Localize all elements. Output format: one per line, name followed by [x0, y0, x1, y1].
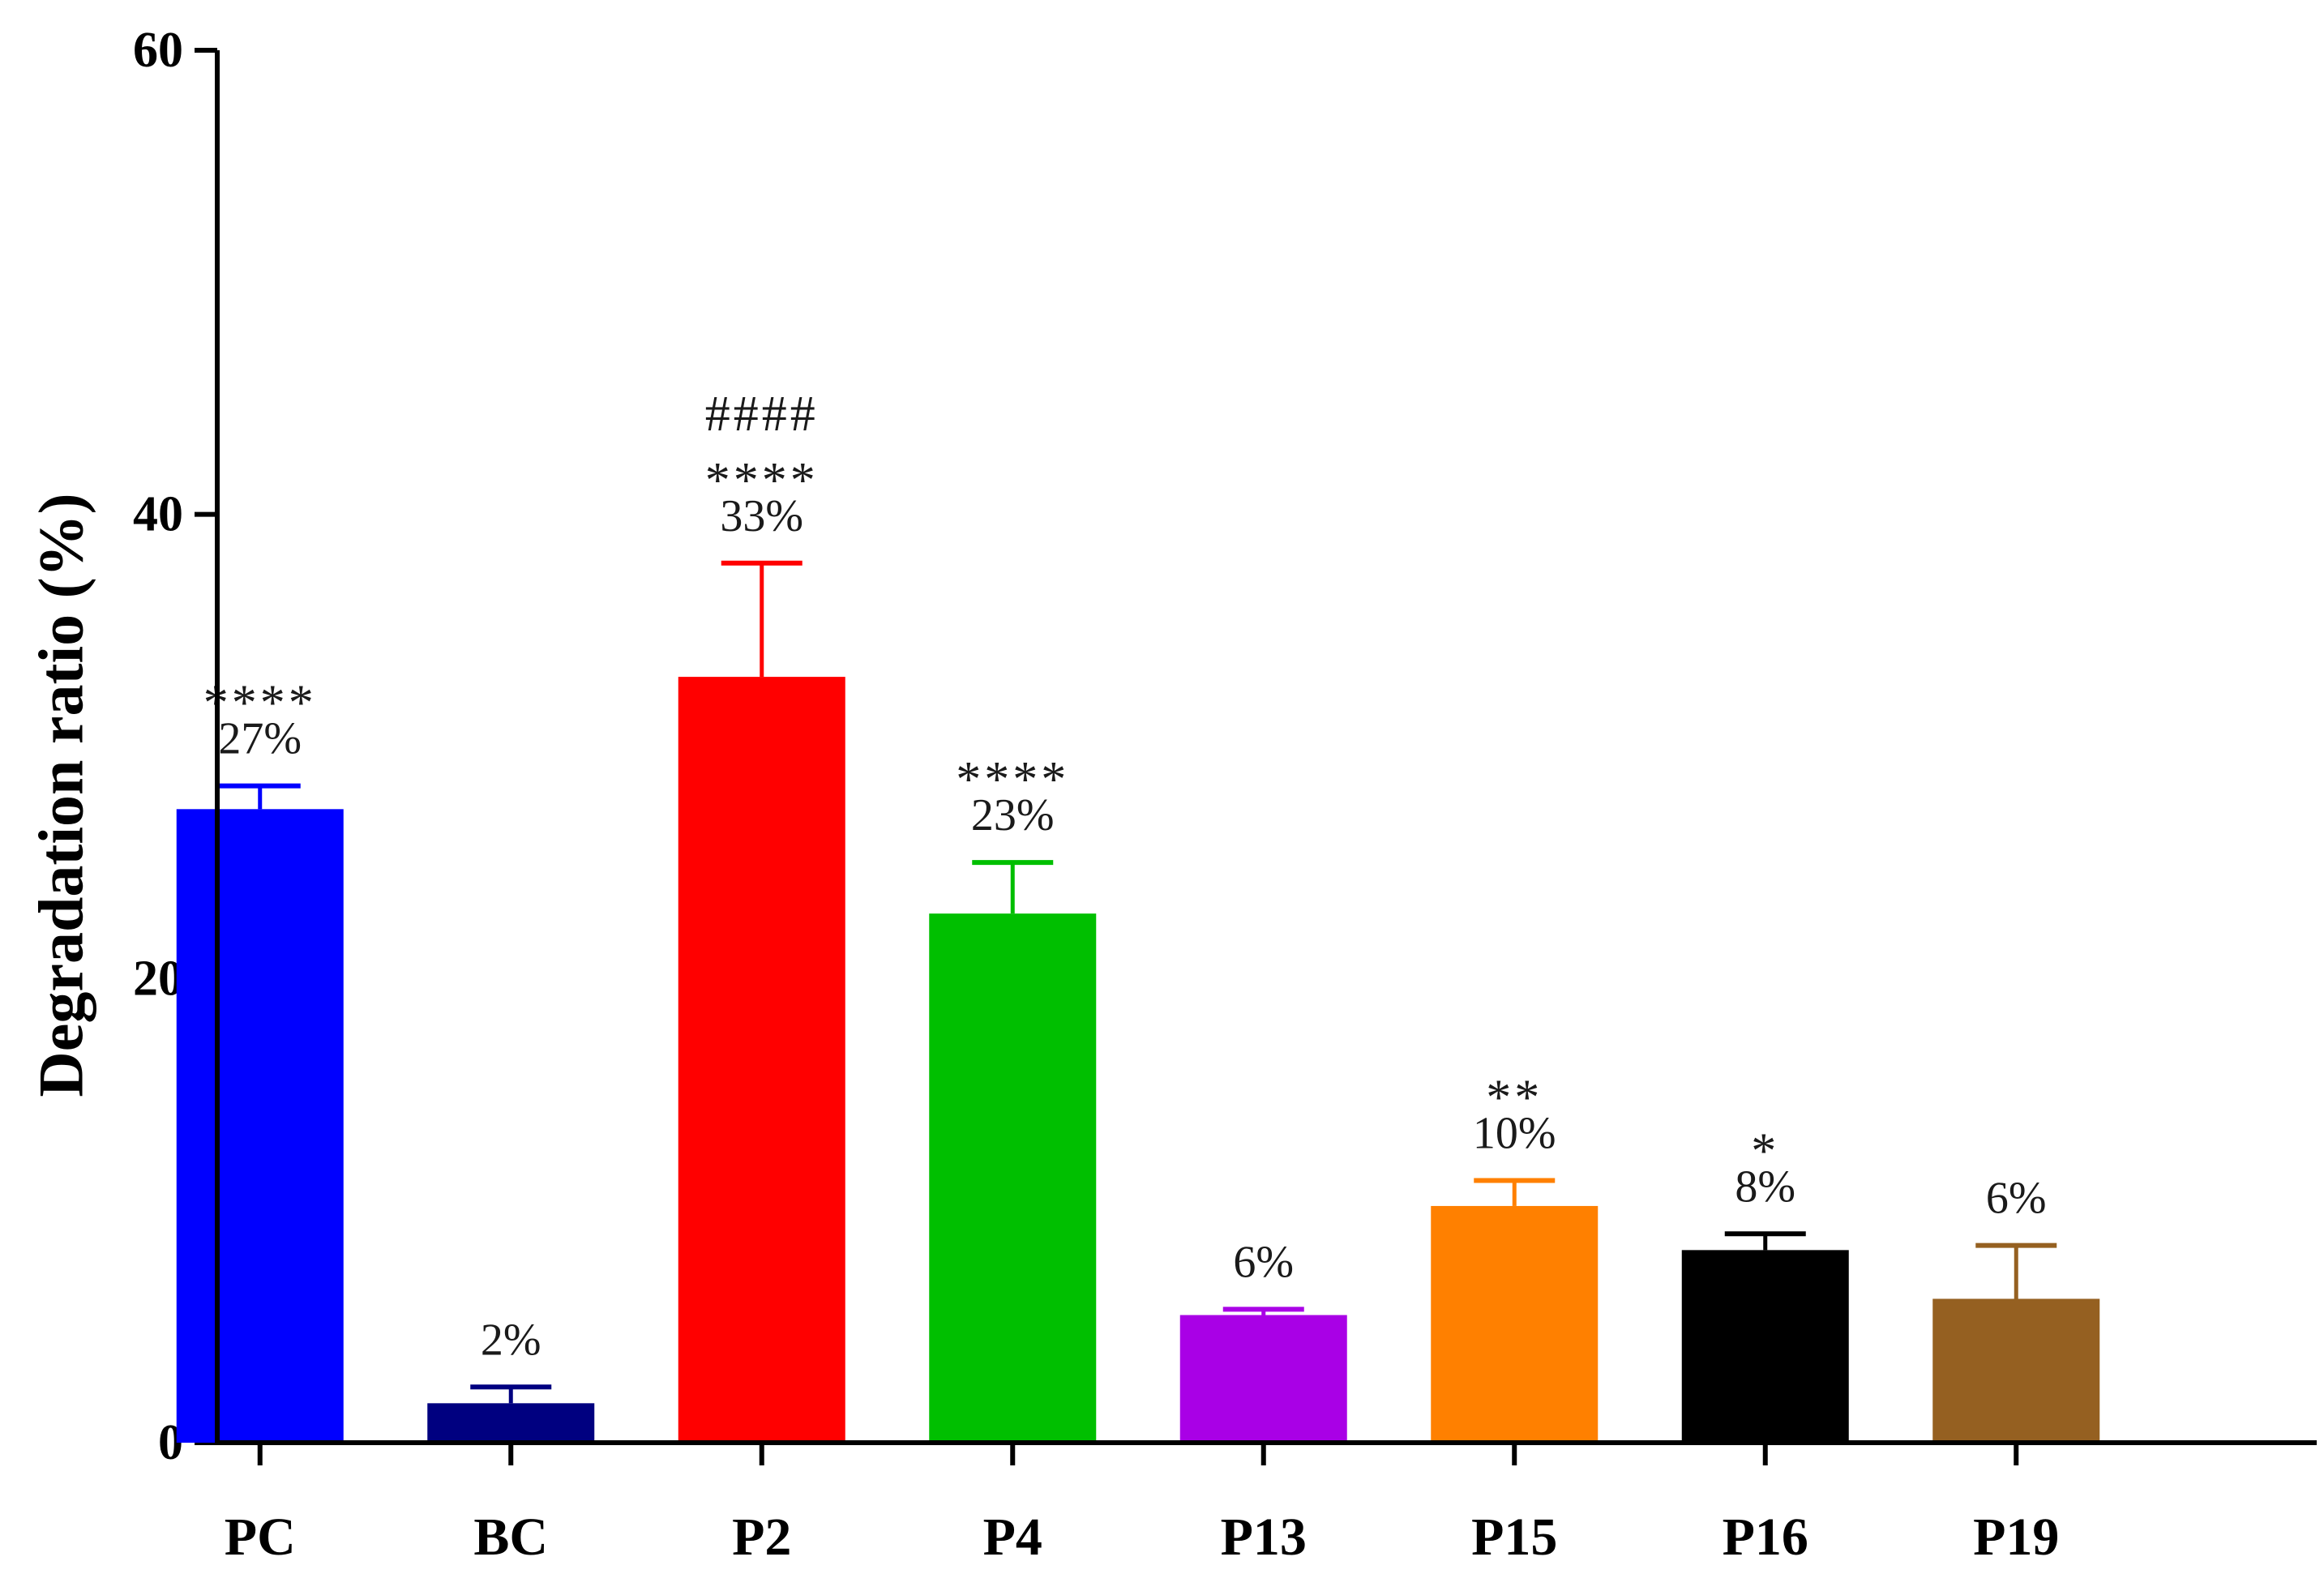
error-bars — [219, 560, 2057, 1404]
value-label-p4: 23% — [971, 790, 1055, 840]
significance-label-p15: ** — [1486, 1070, 1543, 1125]
value-label-p15: 10% — [1473, 1108, 1556, 1158]
y-axis-title: Degradation ratio (%) — [26, 493, 96, 1097]
y-tick-label: 20 — [133, 951, 183, 1006]
value-label-p2: 33% — [720, 491, 803, 541]
x-tick-label-p13: P13 — [1221, 1508, 1307, 1567]
bar-p19 — [1932, 1298, 2100, 1443]
value-label-pc: 27% — [218, 714, 302, 764]
value-label-p19: 6% — [1986, 1174, 2047, 1224]
x-tick-label-pc: PC — [225, 1508, 296, 1567]
significance-label-pc: **** — [203, 676, 317, 731]
x-tick-label-p15: P15 — [1471, 1508, 1557, 1567]
value-label-p13: 6% — [1233, 1237, 1294, 1287]
bar-p4 — [929, 913, 1097, 1443]
y-tick-label: 40 — [133, 487, 183, 542]
bar-annotations: 27%****2%33%****####23%****6%10%**8%*6% — [203, 387, 2047, 1365]
secondary-significance-label-p2: #### — [705, 387, 819, 442]
x-tick-label-p19: P19 — [1973, 1508, 2059, 1567]
significance-label-p16: * — [1751, 1123, 1779, 1178]
bar-pc — [176, 809, 344, 1443]
x-tick-label-p4: P4 — [983, 1508, 1042, 1567]
x-axis-ticks: PC BC P2 P4 P13 P15 P16 P19 — [225, 1443, 2059, 1567]
significance-label-p2: **** — [705, 453, 819, 508]
y-axis-title-group: Degradation ratio (%) — [26, 493, 96, 1097]
bar-p15 — [1431, 1205, 1599, 1443]
bar-bc — [427, 1403, 595, 1443]
bar-p13 — [1179, 1315, 1347, 1443]
y-tick-label: 60 — [133, 23, 183, 78]
x-tick-label-p16: P16 — [1723, 1508, 1808, 1567]
bars — [176, 677, 2100, 1443]
bar-p2 — [678, 677, 845, 1443]
x-tick-label-bc: BC — [473, 1508, 548, 1567]
significance-label-p4: **** — [956, 752, 1069, 807]
x-tick-label-p2: P2 — [732, 1508, 791, 1567]
bar-p16 — [1681, 1250, 1849, 1443]
value-label-p16: 8% — [1735, 1161, 1795, 1212]
value-label-bc: 2% — [481, 1315, 541, 1365]
